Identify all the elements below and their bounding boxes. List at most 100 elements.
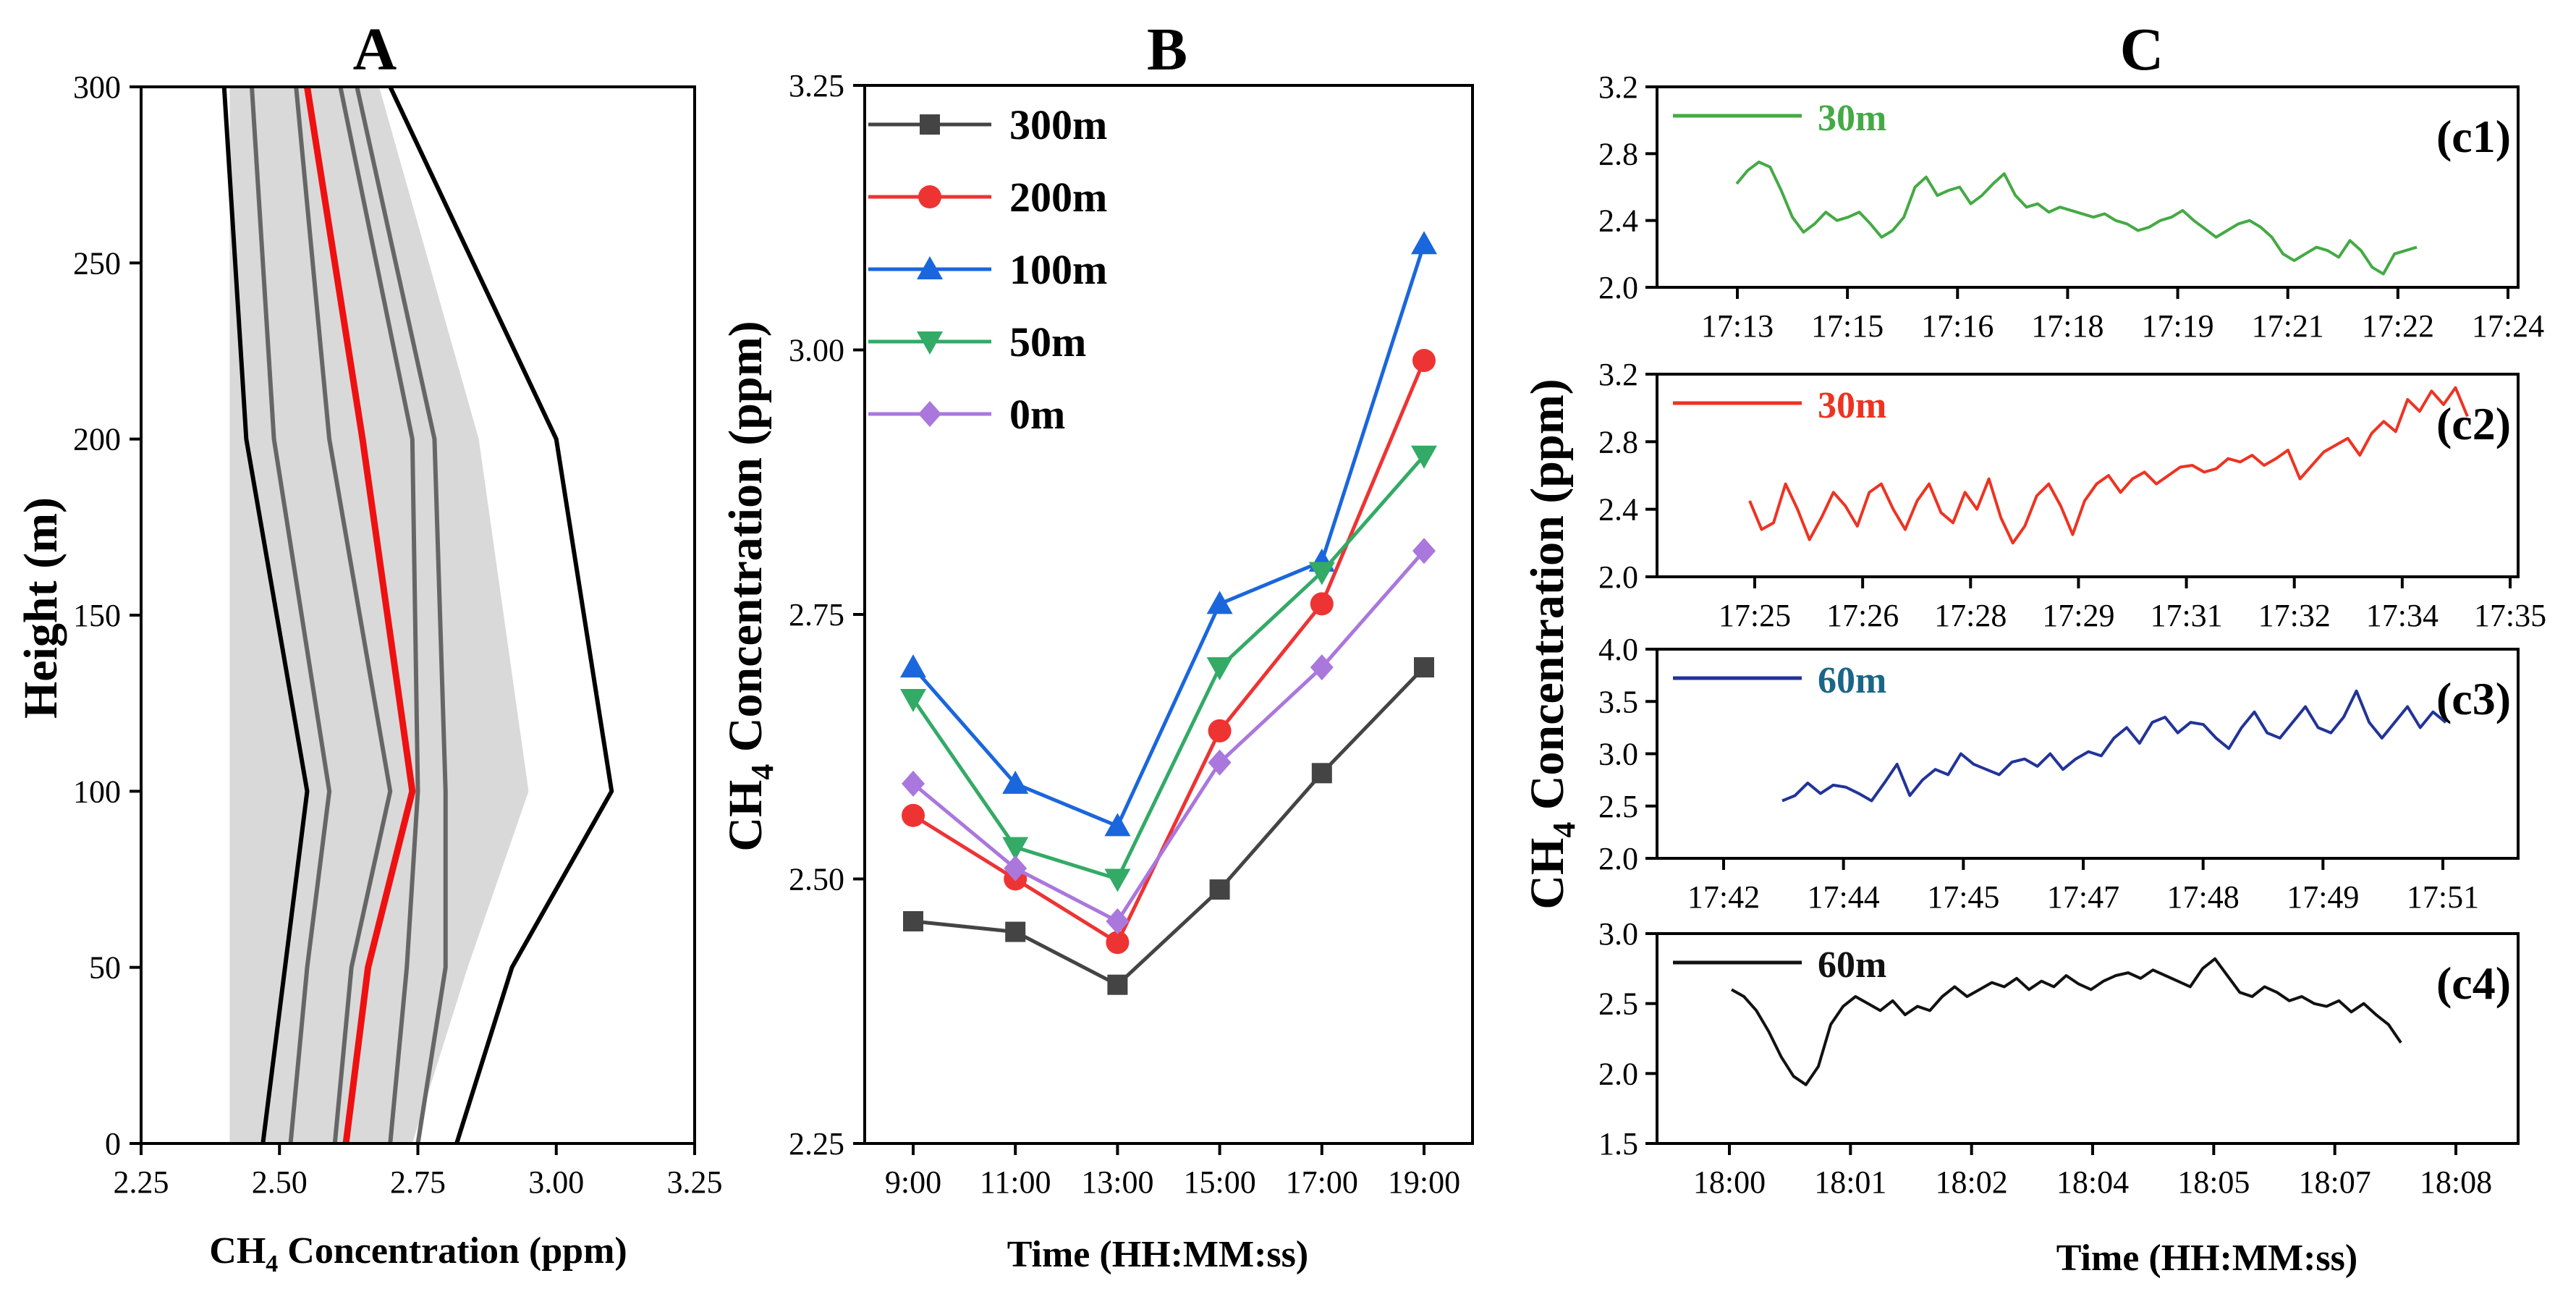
x-tick-label: 17:25 bbox=[1719, 598, 1791, 633]
legend-label-c1: 30m bbox=[1818, 98, 1886, 139]
point-100m bbox=[900, 654, 926, 678]
x-tick-label: 19:00 bbox=[1388, 1164, 1460, 1200]
x-tick-label: 18:05 bbox=[2177, 1164, 2250, 1200]
x-tick-label: 17:31 bbox=[2150, 598, 2222, 633]
point-50m bbox=[900, 688, 926, 712]
y-tick-label: 300 bbox=[73, 69, 121, 105]
line-mean bbox=[304, 86, 416, 1144]
point-300m bbox=[1005, 921, 1026, 942]
y-tick-label: 2.0 bbox=[1598, 841, 1638, 876]
subplot-tag-c1: (c1) bbox=[2436, 111, 2511, 162]
x-tick-label: 17:47 bbox=[2047, 879, 2119, 915]
line-inner-3 bbox=[338, 86, 420, 1144]
x-tick-label: 2.25 bbox=[114, 1164, 169, 1200]
point-50m bbox=[1002, 837, 1029, 860]
legend-marker-50m bbox=[917, 331, 943, 355]
subplot-c4: 18:00 18:01 18:02 18:04 18:05 18:07 18:08 1.5 2.… bbox=[1598, 916, 2520, 1200]
subplot-tag-c2: (c2) bbox=[2436, 398, 2511, 449]
trace-c3 bbox=[1781, 689, 2447, 803]
x-tick-label: 18:00 bbox=[1693, 1164, 1766, 1200]
legend-marker-300m bbox=[920, 114, 940, 135]
uncertainty-band bbox=[229, 87, 529, 1143]
point-200m bbox=[1106, 931, 1130, 955]
x-tick-label: 17:44 bbox=[1808, 879, 1880, 915]
panel-c-label: C bbox=[2120, 16, 2164, 83]
x-tick-label: 15:00 bbox=[1183, 1164, 1255, 1200]
x-tick-label: 3.25 bbox=[667, 1164, 723, 1200]
subplot-tag-c3: (c3) bbox=[2436, 673, 2511, 724]
point-50m bbox=[1104, 868, 1131, 892]
point-200m bbox=[1310, 592, 1334, 616]
panel-b-chart: 9:00 11:00 13:00 15:00 17:00 19:00 2.25 2.50 2.7… bbox=[789, 68, 1474, 1200]
panel-a-ylabel: Height (m) bbox=[14, 497, 67, 719]
series-line-50m bbox=[911, 454, 1425, 881]
panel-b-xlabel: Time (HH:MM:ss) bbox=[1007, 1234, 1308, 1275]
x-tick-label: 18:08 bbox=[2420, 1164, 2492, 1200]
x-tick-label: 18:01 bbox=[1814, 1164, 1886, 1200]
point-0m bbox=[1208, 749, 1232, 776]
point-50m bbox=[1411, 445, 1437, 469]
y-tick-label: 2.5 bbox=[1598, 986, 1638, 1022]
panel-c-ylabel-rest: Concentration (ppm) bbox=[1521, 379, 1574, 821]
panel-b-ylabel-rest: Concentration (ppm) bbox=[719, 321, 772, 764]
point-0m bbox=[1412, 538, 1436, 564]
series-line-0m bbox=[912, 549, 1425, 924]
y-tick-label: 250 bbox=[73, 245, 121, 281]
x-tick-label: 18:02 bbox=[1936, 1164, 2008, 1200]
line-inner-2 bbox=[294, 86, 393, 1144]
x-tick-label: 17:35 bbox=[2474, 598, 2546, 633]
x-tick-label: 17:19 bbox=[2141, 308, 2213, 344]
y-tick-label: 2.75 bbox=[789, 597, 844, 633]
panel-a-label: A bbox=[353, 16, 397, 83]
y-tick-label: 3.2 bbox=[1598, 69, 1638, 105]
x-tick-label: 18:07 bbox=[2299, 1164, 2371, 1200]
axes-frame-c2 bbox=[1656, 373, 2520, 578]
x-tick-label: 17:18 bbox=[2031, 308, 2103, 344]
x-tick-label: 17:00 bbox=[1286, 1164, 1358, 1200]
x-tick-label: 18:04 bbox=[2056, 1164, 2129, 1200]
line-inner-1 bbox=[250, 86, 332, 1144]
y-tick-label: 2.0 bbox=[1598, 559, 1638, 595]
legend-label-50m: 50m bbox=[1009, 318, 1086, 365]
trace-c4 bbox=[1731, 957, 2402, 1086]
x-tick-label: 2.50 bbox=[252, 1164, 308, 1200]
x-tick-label: 17:45 bbox=[1927, 879, 1999, 915]
subplot-c2: 17:25 17:26 17:28 17:29 17:31 17:32 17:34 17:35… bbox=[1598, 357, 2546, 633]
panel-a-xlabel-main: CH bbox=[209, 1230, 266, 1272]
point-50m bbox=[1206, 657, 1233, 681]
panel-a-xlabel-rest: Concentration (ppm) bbox=[278, 1230, 627, 1272]
point-300m bbox=[1209, 879, 1230, 900]
x-tick-label: 17:24 bbox=[2472, 308, 2544, 344]
panel-a-xlabel: CH4 Concentration (ppm) bbox=[209, 1230, 627, 1277]
point-300m bbox=[1311, 763, 1332, 784]
x-tick-label: 17:29 bbox=[2042, 598, 2114, 633]
panel-a-chart: 2.25 2.50 2.75 3.00 3.25 0 50 100 150 200 250 300 bbox=[73, 69, 723, 1200]
legend-label-300m: 300m bbox=[1009, 101, 1107, 148]
y-tick-label: 1.5 bbox=[1598, 1126, 1638, 1162]
y-tick-label: 3.0 bbox=[1598, 916, 1638, 952]
line-inner-4 bbox=[355, 86, 448, 1144]
x-tick-label: 17:15 bbox=[1811, 308, 1884, 344]
point-300m bbox=[1414, 657, 1434, 678]
x-tick-label: 17:51 bbox=[2407, 879, 2479, 915]
y-tick-label: 4.0 bbox=[1598, 632, 1638, 667]
legend-label-0m: 0m bbox=[1009, 391, 1065, 438]
legend-label-c2: 30m bbox=[1818, 385, 1886, 426]
trace-c2 bbox=[1748, 386, 2469, 545]
point-50m bbox=[1308, 562, 1335, 585]
line-outer-left bbox=[221, 86, 310, 1144]
y-tick-label: 50 bbox=[89, 950, 121, 986]
y-tick-label: 2.8 bbox=[1598, 424, 1638, 460]
x-tick-label: 17:32 bbox=[2258, 598, 2331, 633]
y-tick-label: 0 bbox=[105, 1126, 121, 1162]
point-200m bbox=[1412, 349, 1436, 373]
y-tick-label: 2.4 bbox=[1598, 203, 1638, 239]
point-0m bbox=[1310, 654, 1334, 681]
y-tick-label: 3.25 bbox=[789, 68, 844, 103]
x-tick-label: 17:42 bbox=[1687, 879, 1760, 915]
panel-c-ylabel-sub: 4 bbox=[1546, 822, 1582, 838]
x-tick-label: 17:16 bbox=[1921, 308, 1994, 344]
subplot-c1: 17:13 17:15 17:16 17:18 17:19 17:21 17:22 17:24… bbox=[1598, 69, 2544, 344]
point-100m bbox=[1411, 231, 1437, 255]
